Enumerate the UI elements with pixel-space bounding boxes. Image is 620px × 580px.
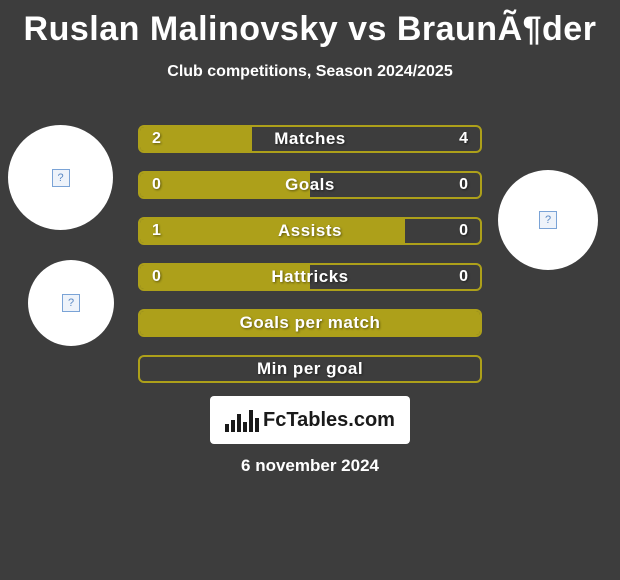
stat-bar: 10Assists: [138, 217, 482, 245]
branding-badge: FcTables.com: [210, 396, 410, 444]
player2-avatar: ?: [498, 170, 598, 270]
page-title: Ruslan Malinovsky vs BraunÃ¶der: [0, 0, 620, 49]
stat-bar: 24Matches: [138, 125, 482, 153]
image-placeholder-icon: ?: [539, 211, 557, 229]
stat-bar: Min per goal: [138, 355, 482, 383]
player1-avatar: ?: [8, 125, 113, 230]
image-placeholder-icon: ?: [62, 294, 80, 312]
stat-label: Goals: [140, 173, 480, 197]
subtitle: Club competitions, Season 2024/2025: [0, 63, 620, 81]
stat-label: Assists: [140, 219, 480, 243]
brand-bar-segment: [249, 410, 253, 432]
brand-bar-segment: [243, 422, 247, 432]
date-text: 6 november 2024: [0, 456, 620, 476]
player1-club-avatar: ?: [28, 260, 114, 346]
stat-label: Goals per match: [140, 311, 480, 335]
stat-bar: 00Hattricks: [138, 263, 482, 291]
brand-text: FcTables.com: [263, 409, 395, 432]
brand-bar-segment: [237, 414, 241, 432]
image-placeholder-icon: ?: [52, 169, 70, 187]
brand-bar-segment: [255, 418, 259, 432]
stat-bar: Goals per match: [138, 309, 482, 337]
stat-bar: 00Goals: [138, 171, 482, 199]
stat-label: Matches: [140, 127, 480, 151]
stats-bars: 24Matches 00Goals 10Assists 00Hattricks Goal…: [138, 125, 482, 401]
brand-bar-segment: [225, 424, 229, 432]
stat-label: Min per goal: [140, 357, 480, 381]
stat-label: Hattricks: [140, 265, 480, 289]
brand-bar-segment: [231, 420, 235, 432]
brand-logo-icon: [225, 408, 259, 432]
